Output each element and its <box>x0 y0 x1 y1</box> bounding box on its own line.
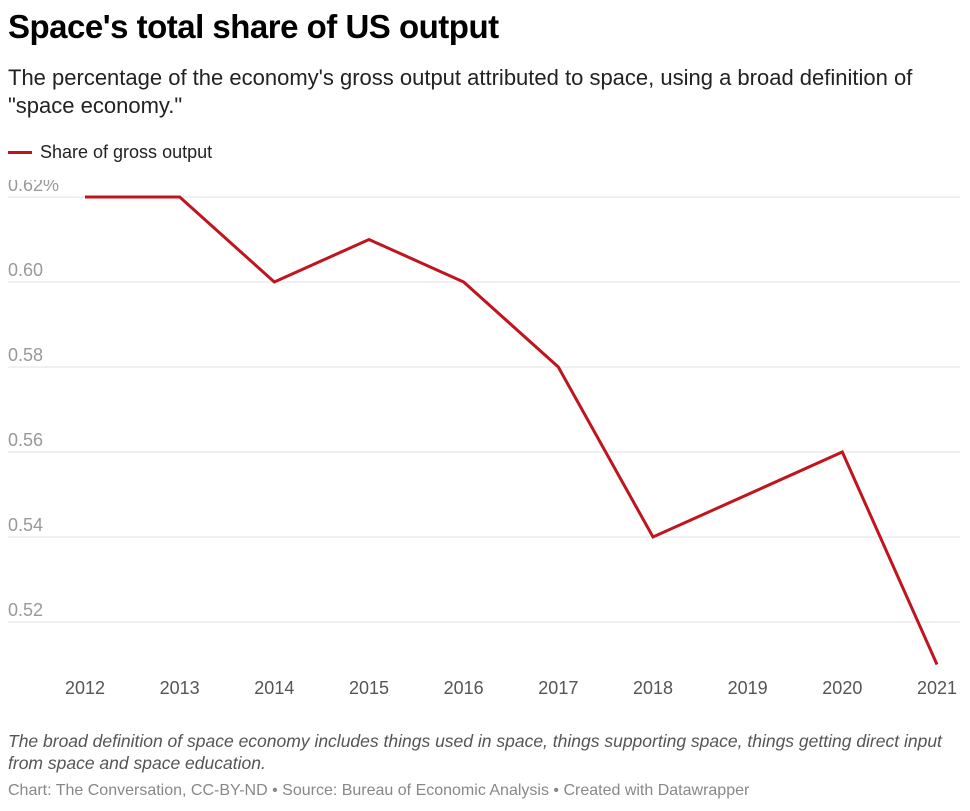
chart-notes: The broad definition of space economy in… <box>8 731 942 773</box>
legend: Share of gross output <box>8 140 212 164</box>
y-tick-label: 0.56 <box>8 430 43 450</box>
x-tick-label: 2017 <box>538 678 578 698</box>
x-tick-label: 2021 <box>917 678 957 698</box>
y-tick-label: 0.60 <box>8 260 43 280</box>
x-tick-label: 2020 <box>822 678 862 698</box>
y-tick-label: 0.54 <box>8 515 43 535</box>
x-tick-label: 2013 <box>160 678 200 698</box>
x-tick-label: 2012 <box>65 678 105 698</box>
legend-swatch <box>8 150 32 154</box>
y-tick-label: 0.62% <box>8 180 59 195</box>
y-tick-label: 0.58 <box>8 345 43 365</box>
x-tick-label: 2018 <box>633 678 673 698</box>
x-tick-label: 2015 <box>349 678 389 698</box>
x-tick-label: 2016 <box>444 678 484 698</box>
series-line <box>85 195 939 666</box>
chart-footer: Chart: The Conversation, CC-BY-ND • Sour… <box>8 782 750 799</box>
chart-subtitle: The percentage of the economy's gross ou… <box>8 65 913 118</box>
x-tick-label: 2014 <box>254 678 294 698</box>
y-tick-label: 0.52 <box>8 600 43 620</box>
chart-title: Space's total share of US output <box>8 8 499 45</box>
x-tick-label: 2019 <box>728 678 768 698</box>
line-chart: 0.62% 0.60 0.58 0.56 0.54 0.52 2012 2013 2014 201… <box>8 180 960 698</box>
legend-label: Share of gross output <box>40 141 213 162</box>
